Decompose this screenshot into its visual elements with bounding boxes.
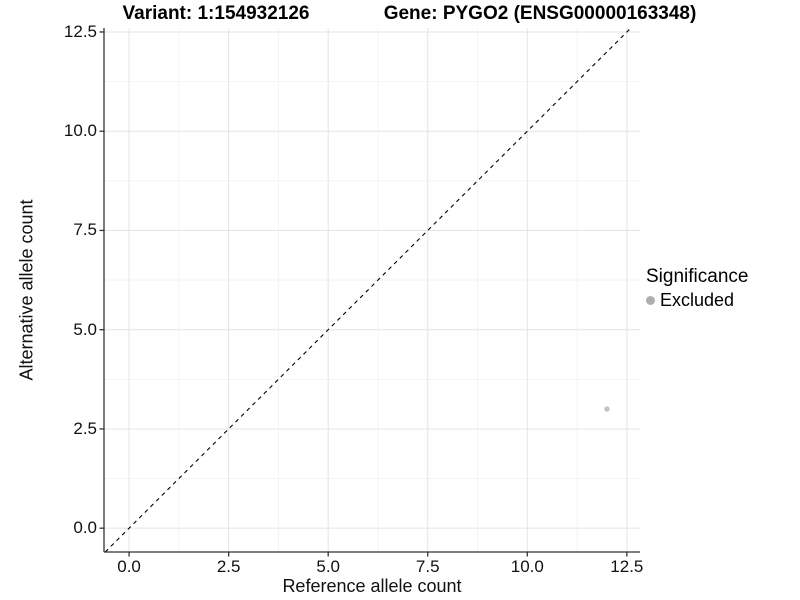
x-tick-label: 5.0 xyxy=(316,557,341,576)
legend: Significance Excluded xyxy=(646,266,748,311)
y-tick-label: 0.0 xyxy=(73,518,97,538)
y-tick-label: 2.5 xyxy=(73,418,97,438)
x-tick-label: 12.5 xyxy=(610,557,644,576)
excluded-point-key-icon xyxy=(646,296,655,305)
y-axis-title: Alternative allele count xyxy=(16,199,37,381)
plot-title-variant: Variant: 1:154932126 xyxy=(122,3,310,24)
y-tick-label: 5.0 xyxy=(73,319,97,339)
x-tick-label: 7.5 xyxy=(415,557,440,576)
legend-title: Significance xyxy=(646,266,749,287)
y-tick-label: 7.5 xyxy=(73,220,97,240)
plot-title-gene: Gene: PYGO2 (ENSG00000163348) xyxy=(383,3,697,24)
data-point-excluded xyxy=(604,406,610,412)
x-tick-label: 10.0 xyxy=(510,557,544,576)
y-tick-label: 12.5 xyxy=(63,21,97,41)
legend-item-excluded: Excluded xyxy=(646,290,748,311)
x-axis-title: Reference allele count xyxy=(282,576,462,596)
dashed-identity-line xyxy=(104,27,632,553)
legend-item-label: Excluded xyxy=(660,290,735,310)
x-tick-label: 0.0 xyxy=(117,557,141,576)
y-tick-label: 10.0 xyxy=(63,121,97,141)
x-tick-label: 2.5 xyxy=(216,557,241,576)
